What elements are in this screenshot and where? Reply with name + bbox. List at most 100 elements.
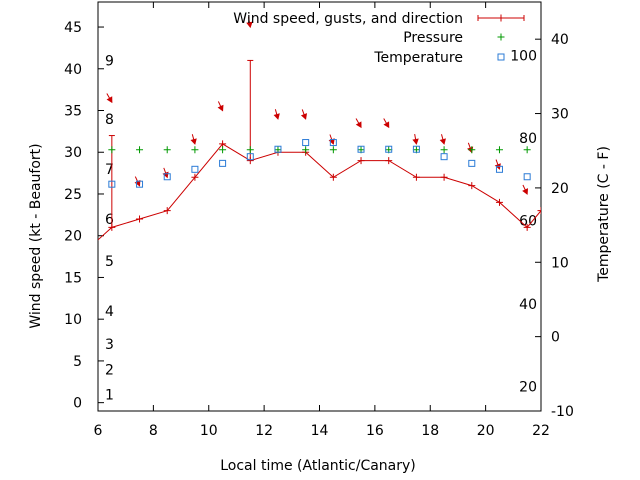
y2-tick-label: 0 xyxy=(551,330,560,346)
temperature-point xyxy=(108,180,116,188)
y2-tick-label: 20 xyxy=(551,181,569,197)
wind-speed-point xyxy=(468,182,476,190)
x-tick-label: 6 xyxy=(94,423,103,439)
wind-speed-point xyxy=(440,173,448,181)
beaufort-label: 3 xyxy=(105,337,114,353)
wind-speed-point xyxy=(385,157,393,165)
fahrenheit-label: 80 xyxy=(519,131,537,147)
y-axis-label: Wind speed (kt - Beaufort) xyxy=(28,143,44,328)
wind-speed-line xyxy=(98,143,541,241)
plot-frame xyxy=(97,1,542,412)
pressure-point xyxy=(440,146,448,154)
y-tick-label: 40 xyxy=(64,62,82,78)
wind-speed-point xyxy=(357,157,365,165)
fahrenheit-label: 40 xyxy=(519,297,537,313)
beaufort-label: 5 xyxy=(105,254,114,270)
fahrenheit-label: 20 xyxy=(519,379,537,395)
legend-swatch-temperature xyxy=(497,53,505,61)
y2-tick-label: -10 xyxy=(551,404,574,420)
temperature-point xyxy=(302,139,310,147)
temperature-point xyxy=(440,153,448,161)
y-tick-label: 45 xyxy=(64,20,82,36)
pressure-point xyxy=(329,146,337,154)
y-axis-ticks: 0 5 10 15 20 25 30 35 40 45 xyxy=(64,20,104,412)
y-tick-label: 25 xyxy=(64,187,82,203)
x-tick-label: 8 xyxy=(149,423,158,439)
x-axis-ticks: 6 8 10 12 14 16 18 20 22 xyxy=(94,2,550,439)
wind-direction-arrowhead xyxy=(439,138,446,145)
x-tick-label: 10 xyxy=(200,423,218,439)
y-tick-label: 0 xyxy=(73,396,82,412)
pressure-point xyxy=(108,146,116,154)
temperature-point xyxy=(468,159,476,167)
beaufort-labels: 1 2 3 4 5 6 7 8 9 xyxy=(105,53,114,403)
wind-speed-point xyxy=(163,207,171,215)
beaufort-label: 2 xyxy=(105,362,114,378)
x-tick-label: 22 xyxy=(532,423,550,439)
temperature-point xyxy=(523,173,531,181)
temperature-point xyxy=(329,139,337,147)
pressure-point xyxy=(219,146,227,154)
x-axis-label: Local time (Atlantic/Canary) xyxy=(220,458,416,474)
plot-border xyxy=(97,1,542,412)
wind-speed-point xyxy=(537,207,541,215)
x-tick-label: 16 xyxy=(366,423,384,439)
temperature-point xyxy=(191,165,199,173)
legend-swatch-pressure xyxy=(497,33,505,41)
pressure-point xyxy=(163,146,171,154)
temperature-point xyxy=(385,145,393,153)
temperature-point xyxy=(495,165,503,173)
x-tick-label: 18 xyxy=(421,423,439,439)
y-tick-label: 15 xyxy=(64,270,82,286)
wind-direction-arrowhead xyxy=(522,188,529,195)
x-tick-label: 14 xyxy=(311,423,329,439)
wind-direction-arrowhead xyxy=(106,96,113,104)
beaufort-label: 4 xyxy=(105,304,114,320)
pressure-point xyxy=(468,146,476,154)
temperature-point xyxy=(136,180,144,188)
y2-axis-label: Temperature (C - F) xyxy=(596,146,612,283)
wind-direction-arrowhead xyxy=(273,113,280,120)
temperature-point xyxy=(246,153,254,161)
pressure-point xyxy=(246,146,254,154)
y2-axis-ticks: -10 0 10 20 30 40 xyxy=(535,32,574,420)
beaufort-label: 1 xyxy=(105,387,114,403)
beaufort-label: 9 xyxy=(105,53,114,69)
temperature-point xyxy=(412,145,420,153)
legend-label-temperature: Temperature xyxy=(373,50,463,66)
wind-speed-point xyxy=(523,223,531,231)
temperature-point xyxy=(219,159,227,167)
legend-swatch-wind-marker xyxy=(497,14,505,22)
y-tick-label: 20 xyxy=(64,229,82,245)
wind-direction-arrowhead xyxy=(383,121,390,129)
wind-direction-arrowhead xyxy=(412,138,419,145)
wind-speed-point xyxy=(136,215,144,223)
y-tick-label: 35 xyxy=(64,104,82,120)
y2-tick-label: 40 xyxy=(551,32,569,48)
x-tick-label: 20 xyxy=(477,423,495,439)
temperature-point xyxy=(274,145,282,153)
legend: Wind speed, gusts, and direction Pressure… xyxy=(233,11,525,66)
wind-direction-arrowhead xyxy=(300,113,308,120)
wind-direction-arrowhead xyxy=(217,104,224,112)
wind-speed-point xyxy=(191,173,199,181)
fahrenheit-label: 60 xyxy=(519,214,537,230)
wind-speed-point xyxy=(81,249,88,256)
y-tick-label: 5 xyxy=(73,354,82,370)
temperature-point xyxy=(357,145,365,153)
wind-speed-point xyxy=(219,140,227,148)
beaufort-label: 8 xyxy=(105,112,114,128)
y-tick-label: 30 xyxy=(64,145,82,161)
pressure-point xyxy=(302,146,310,154)
beaufort-label: 6 xyxy=(105,212,114,228)
wind-speed-point xyxy=(329,173,337,181)
wind-speed-point xyxy=(412,173,420,181)
wind-speed-point xyxy=(495,198,503,206)
wind-direction-arrowhead xyxy=(190,138,197,145)
y-tick-label: 10 xyxy=(64,312,82,328)
x-tick-label: 12 xyxy=(255,423,273,439)
pressure-point xyxy=(495,146,503,154)
fahrenheit-label: 100 xyxy=(510,49,537,65)
y2-tick-label: 30 xyxy=(551,107,569,123)
